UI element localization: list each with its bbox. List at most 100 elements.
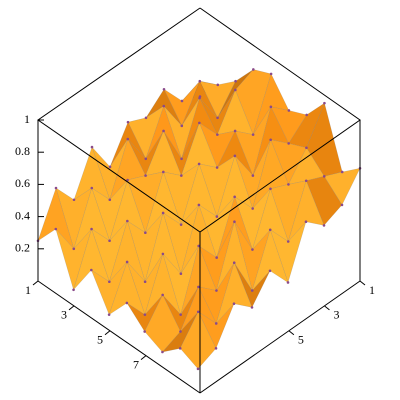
data-point bbox=[340, 203, 344, 207]
data-point bbox=[144, 157, 148, 161]
z-tick-label: 0.4 bbox=[15, 208, 30, 222]
data-point bbox=[162, 170, 165, 174]
data-point bbox=[126, 120, 130, 124]
data-point bbox=[144, 231, 147, 234]
data-point bbox=[251, 174, 255, 177]
data-point bbox=[198, 79, 202, 83]
data-point bbox=[144, 116, 148, 120]
data-point bbox=[322, 175, 326, 178]
data-point bbox=[125, 260, 129, 264]
data-point bbox=[216, 116, 219, 120]
data-point bbox=[161, 350, 164, 354]
data-point bbox=[214, 322, 218, 325]
data-point bbox=[197, 162, 201, 166]
data-point bbox=[268, 228, 272, 232]
data-point bbox=[250, 289, 254, 292]
z-tick-label: 0.6 bbox=[15, 176, 30, 190]
data-point bbox=[269, 187, 272, 191]
y-tick-label: 3 bbox=[333, 308, 339, 322]
data-point bbox=[252, 68, 255, 71]
data-point bbox=[180, 99, 184, 103]
data-point bbox=[233, 195, 236, 199]
data-point bbox=[304, 220, 308, 224]
data-point bbox=[305, 113, 308, 117]
data-point bbox=[90, 186, 94, 190]
data-point bbox=[179, 313, 182, 316]
data-point bbox=[287, 142, 290, 145]
data-point bbox=[54, 186, 58, 190]
data-point bbox=[269, 138, 272, 142]
data-point bbox=[161, 252, 165, 256]
data-point bbox=[72, 247, 76, 251]
data-point bbox=[180, 157, 183, 161]
data-point bbox=[54, 227, 58, 231]
box-edge bbox=[199, 280, 361, 394]
data-point bbox=[143, 280, 147, 284]
data-point bbox=[322, 224, 326, 227]
data-point bbox=[286, 281, 290, 284]
data-point bbox=[197, 285, 200, 289]
y-tick-label: 1 bbox=[369, 283, 375, 297]
y-tick bbox=[324, 305, 330, 311]
z-tick-label: 0.8 bbox=[15, 144, 30, 158]
data-point bbox=[214, 347, 218, 350]
data-point bbox=[232, 302, 236, 306]
data-point bbox=[233, 154, 237, 158]
data-point bbox=[125, 301, 129, 305]
surface bbox=[36, 68, 362, 371]
data-point bbox=[179, 330, 182, 333]
x-tick-label: 3 bbox=[61, 308, 67, 322]
data-point bbox=[162, 129, 165, 133]
data-point bbox=[180, 124, 184, 128]
data-point bbox=[234, 88, 237, 92]
data-point bbox=[233, 129, 237, 133]
data-point bbox=[287, 109, 291, 112]
data-point bbox=[215, 166, 219, 169]
data-point bbox=[180, 174, 183, 177]
data-point bbox=[90, 145, 94, 149]
data-point bbox=[72, 198, 76, 202]
data-point bbox=[143, 330, 146, 333]
y-tick-label: 5 bbox=[298, 333, 304, 347]
box-edge bbox=[37, 280, 201, 394]
data-point bbox=[216, 133, 219, 136]
data-point bbox=[161, 293, 164, 297]
x-tick-label: 5 bbox=[97, 333, 103, 347]
data-point bbox=[233, 220, 236, 224]
data-point bbox=[216, 83, 220, 87]
data-point bbox=[234, 79, 237, 83]
data-point bbox=[197, 203, 201, 207]
z-tick-label: 0.2 bbox=[15, 241, 30, 255]
data-point bbox=[251, 133, 255, 136]
data-point bbox=[72, 288, 75, 292]
data-point bbox=[250, 306, 254, 309]
data-point bbox=[198, 121, 201, 125]
data-point bbox=[215, 215, 219, 218]
data-point bbox=[196, 367, 200, 371]
data-point bbox=[90, 268, 93, 272]
x-tick-label: 7 bbox=[133, 357, 139, 371]
data-point bbox=[126, 178, 129, 182]
data-point bbox=[179, 272, 183, 275]
data-point bbox=[108, 239, 111, 243]
data-point bbox=[107, 313, 111, 316]
data-point bbox=[251, 207, 254, 210]
data-point bbox=[196, 310, 200, 314]
data-point bbox=[269, 72, 273, 76]
x-tick bbox=[32, 280, 39, 286]
x-tick bbox=[140, 355, 147, 361]
data-point bbox=[287, 183, 290, 186]
data-point bbox=[215, 289, 218, 292]
data-point bbox=[161, 211, 165, 215]
axes-box: 0.2 0.4 0.6 0.8 1 1 3 5 7 1 3 5 bbox=[15, 7, 375, 394]
data-point bbox=[232, 261, 236, 265]
data-point bbox=[269, 105, 273, 109]
z-tick-label: 1 bbox=[24, 112, 30, 126]
data-point bbox=[340, 170, 344, 174]
data-point bbox=[108, 165, 112, 169]
data-point bbox=[108, 280, 111, 284]
data-point bbox=[143, 313, 147, 316]
data-point bbox=[126, 219, 129, 223]
data-point bbox=[323, 101, 326, 105]
